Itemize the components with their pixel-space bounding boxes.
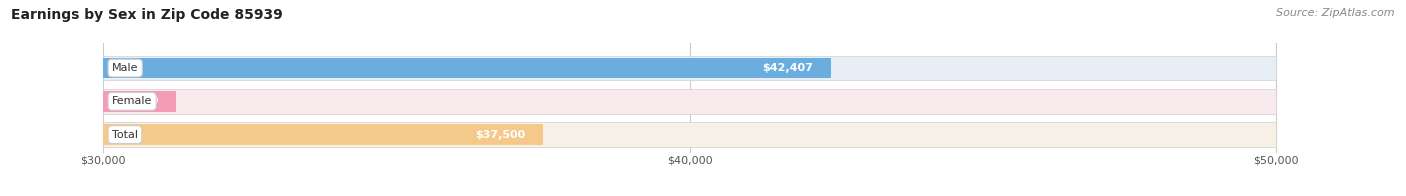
Bar — [103, 91, 176, 112]
Text: $42,407: $42,407 — [762, 63, 813, 73]
Text: Earnings by Sex in Zip Code 85939: Earnings by Sex in Zip Code 85939 — [11, 8, 283, 22]
Bar — [103, 58, 831, 78]
Text: Female: Female — [112, 96, 152, 106]
Text: $37,500: $37,500 — [475, 130, 526, 140]
Bar — [103, 56, 1275, 80]
Text: $31,250: $31,250 — [108, 96, 159, 106]
Bar — [103, 89, 1275, 114]
Bar — [103, 122, 1275, 147]
Text: Source: ZipAtlas.com: Source: ZipAtlas.com — [1277, 8, 1395, 18]
Bar — [103, 124, 543, 145]
Text: Male: Male — [112, 63, 138, 73]
Text: Total: Total — [112, 130, 138, 140]
